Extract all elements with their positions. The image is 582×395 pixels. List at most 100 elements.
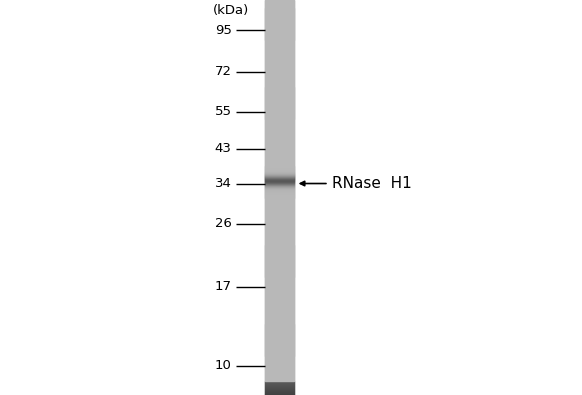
Bar [265, 98, 294, 100]
Bar [265, 106, 294, 107]
Bar [265, 5, 294, 6]
Bar [265, 69, 294, 70]
Bar [265, 131, 294, 132]
Bar [265, 46, 294, 47]
Bar [265, 250, 294, 252]
Bar [265, 38, 294, 40]
Bar [265, 188, 294, 190]
Bar [265, 366, 294, 367]
Bar [265, 31, 294, 33]
Bar [265, 218, 294, 219]
Bar [265, 252, 294, 254]
Bar [265, 263, 294, 265]
Bar [265, 55, 294, 56]
Bar [265, 224, 294, 225]
Bar [265, 123, 294, 124]
Bar [265, 110, 294, 111]
Bar [265, 265, 294, 267]
Bar [265, 100, 294, 102]
Bar [265, 373, 294, 374]
Bar [265, 317, 294, 318]
Bar [265, 180, 294, 182]
Bar [265, 67, 294, 68]
Bar [265, 327, 294, 329]
Bar [265, 79, 294, 81]
Bar [265, 183, 294, 185]
Bar [265, 9, 294, 11]
Bar [265, 216, 294, 217]
Bar [265, 194, 294, 196]
Bar [265, 176, 294, 178]
Bar [265, 226, 294, 227]
Bar [265, 196, 294, 198]
Bar [265, 313, 294, 314]
Bar [265, 307, 294, 308]
Bar [265, 0, 294, 395]
Bar [265, 243, 294, 244]
Bar [265, 113, 294, 115]
Bar [265, 305, 294, 306]
Bar [265, 49, 294, 50]
Bar [265, 377, 294, 378]
Bar [265, 393, 294, 395]
Bar [265, 393, 294, 394]
Bar [265, 347, 294, 349]
Bar [265, 198, 294, 199]
Bar [265, 140, 294, 141]
Bar [265, 114, 294, 115]
Text: RNase  H1: RNase H1 [332, 176, 411, 191]
Bar [265, 36, 294, 38]
Bar [265, 84, 294, 85]
Bar [265, 163, 294, 164]
Bar [265, 94, 294, 96]
Bar [265, 217, 294, 218]
Bar [265, 14, 294, 16]
Bar [265, 21, 294, 23]
Bar [265, 337, 294, 339]
Bar [265, 215, 294, 216]
Bar [265, 383, 294, 384]
Text: MW: MW [212, 0, 237, 1]
Bar [265, 193, 294, 195]
Bar [265, 66, 294, 67]
Bar [265, 341, 294, 342]
Bar [265, 318, 294, 319]
Bar [265, 133, 294, 134]
Bar [265, 345, 294, 347]
Text: 95: 95 [215, 24, 232, 37]
Bar [265, 156, 294, 158]
Bar [265, 254, 294, 255]
Bar [265, 235, 294, 237]
Bar [265, 33, 294, 35]
Bar [265, 272, 294, 273]
Bar [265, 241, 294, 242]
Bar [265, 293, 294, 294]
Bar [265, 260, 294, 261]
Bar [265, 387, 294, 388]
Bar [265, 258, 294, 259]
Bar [265, 34, 294, 36]
Bar [265, 88, 294, 89]
Bar [265, 105, 294, 107]
Bar [265, 88, 294, 90]
Bar [265, 223, 294, 224]
Bar [265, 241, 294, 243]
Bar [265, 243, 294, 245]
Bar [265, 63, 294, 64]
Bar [265, 17, 294, 19]
Bar [265, 205, 294, 206]
Bar [265, 115, 294, 117]
Bar [265, 309, 294, 310]
Bar [265, 73, 294, 74]
Bar [265, 177, 294, 179]
Bar [265, 87, 294, 88]
Bar [265, 370, 294, 371]
Bar [265, 322, 294, 323]
Bar [265, 229, 294, 230]
Bar [265, 262, 294, 264]
Bar [265, 12, 294, 14]
Bar [265, 120, 294, 121]
Bar [265, 303, 294, 304]
Bar [265, 276, 294, 277]
Bar [265, 1, 294, 2]
